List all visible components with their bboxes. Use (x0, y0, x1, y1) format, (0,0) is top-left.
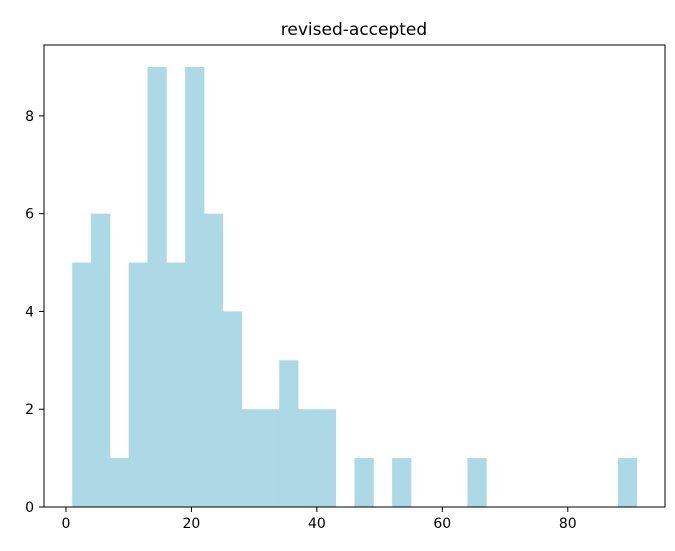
histogram-bar (109, 458, 130, 507)
histogram-bar (222, 311, 242, 507)
histogram-bar (316, 409, 337, 507)
histogram-bar (185, 67, 205, 507)
x-tick-label: 40 (308, 516, 326, 532)
chart-title: revised-accepted (281, 20, 427, 40)
bars-layer (72, 67, 638, 508)
histogram-bar (203, 213, 224, 508)
histogram-bar (260, 409, 280, 507)
histogram-bar (91, 213, 111, 508)
plot-frame (43, 44, 666, 508)
histogram-bar (166, 262, 186, 507)
histogram-bar (72, 262, 92, 507)
histogram-bar (241, 409, 261, 507)
x-tick-label: 80 (559, 516, 577, 532)
histogram-bar (354, 458, 374, 507)
x-tick-label: 60 (433, 516, 451, 532)
x-tick-label: 0 (61, 516, 70, 532)
y-tick-label: 4 (25, 304, 34, 320)
y-tick-label: 0 (25, 500, 34, 516)
histogram-bar (128, 262, 148, 507)
y-tick-label: 8 (25, 109, 34, 125)
axes-layer: 0 20 40 60 80 0 2 4 6 8 (25, 44, 666, 532)
histogram-bar (467, 458, 487, 507)
x-tick-label: 20 (182, 516, 200, 532)
histogram-bar (392, 458, 412, 507)
histogram-bar (298, 409, 318, 507)
histogram-bar (147, 67, 167, 507)
histogram-bar (279, 360, 299, 507)
y-tick-label: 2 (25, 402, 34, 418)
histogram-bar (617, 458, 638, 507)
y-tick-label: 6 (25, 207, 34, 223)
